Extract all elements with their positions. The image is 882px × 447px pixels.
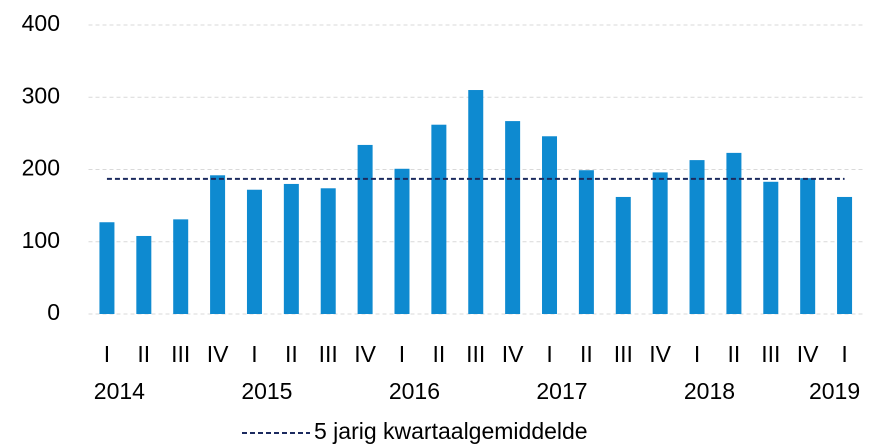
bar	[320, 188, 336, 314]
year-label: 2016	[389, 378, 440, 404]
y-tick-label: 100	[22, 227, 60, 253]
year-label: 2019	[809, 378, 860, 404]
bar	[210, 175, 226, 314]
y-tick-label: 0	[47, 299, 60, 325]
bar	[615, 196, 631, 314]
y-tick-label: 400	[22, 10, 60, 36]
x-tick-label: III	[761, 341, 780, 367]
x-tick-label: I	[399, 341, 405, 367]
year-label: 2018	[684, 378, 735, 404]
x-tick-label: I	[841, 341, 847, 367]
bar	[394, 168, 410, 314]
bar	[689, 160, 705, 314]
bar	[136, 235, 152, 314]
bar	[431, 124, 447, 314]
x-tick-label: I	[104, 341, 110, 367]
x-tick-label: III	[171, 341, 190, 367]
x-tick-label: II	[432, 341, 445, 367]
x-tick-label: III	[614, 341, 633, 367]
bar	[800, 178, 816, 314]
x-tick-label: I	[694, 341, 700, 367]
x-tick-label: II	[580, 341, 593, 367]
x-tick-label: II	[137, 341, 150, 367]
y-tick-label: 300	[22, 82, 60, 108]
bar	[763, 181, 779, 314]
x-tick-label: II	[728, 341, 741, 367]
x-tick-label: III	[319, 341, 338, 367]
bar	[99, 222, 115, 314]
x-tick-label: I	[546, 341, 552, 367]
x-tick-label: IV	[502, 341, 524, 367]
bar	[837, 196, 853, 314]
bar	[468, 90, 484, 315]
bar	[505, 121, 521, 314]
bar	[726, 152, 742, 314]
x-tick-label: IV	[797, 341, 819, 367]
bar	[542, 136, 558, 314]
year-label: 2014	[94, 378, 145, 404]
bar	[246, 189, 262, 314]
bar	[652, 172, 668, 314]
y-tick-label: 200	[22, 155, 60, 181]
x-tick-label: IV	[207, 341, 229, 367]
bar	[173, 219, 189, 314]
year-label: 2017	[536, 378, 587, 404]
x-tick-label: II	[285, 341, 298, 367]
year-label: 2015	[241, 378, 292, 404]
bar	[357, 144, 373, 314]
x-tick-label: IV	[649, 341, 671, 367]
x-tick-label: IV	[354, 341, 376, 367]
bar	[283, 183, 299, 314]
x-tick-label: I	[251, 341, 257, 367]
legend-label: 5 jarig kwartaalgemiddelde	[314, 418, 588, 444]
x-tick-label: III	[466, 341, 485, 367]
bar	[578, 170, 594, 314]
